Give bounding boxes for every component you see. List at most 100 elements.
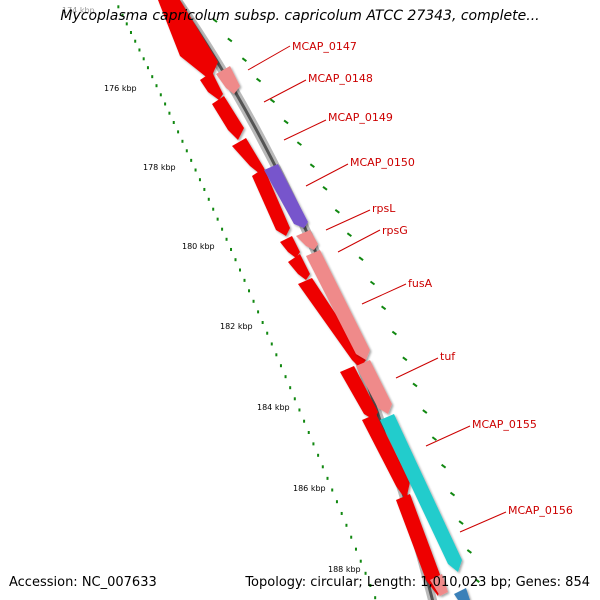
gene-arrow[interactable] — [396, 494, 442, 596]
ruler-dot — [155, 84, 158, 88]
ruler-dot — [340, 511, 343, 515]
ruler-dot — [293, 397, 296, 401]
gene-leader-line — [337, 229, 381, 253]
gene-arrow[interactable] — [356, 360, 392, 414]
gene-label[interactable]: rpsG — [382, 224, 408, 237]
ruler-dot — [257, 310, 260, 314]
gene-label[interactable]: tuf — [440, 350, 456, 363]
ruler-dash — [440, 463, 447, 469]
ruler-dot — [270, 342, 273, 346]
ruler-dot — [303, 419, 306, 423]
ruler-tick-label: 176 kbp — [104, 84, 137, 93]
ruler-dot — [234, 258, 237, 262]
gene-arrow[interactable] — [362, 414, 410, 500]
gene-arrow[interactable] — [216, 66, 240, 94]
gene-leader-line — [263, 79, 307, 103]
gene-arrow[interactable] — [296, 230, 318, 250]
ruler-dot — [134, 39, 137, 43]
gene-label[interactable]: MCAP_0155 — [472, 418, 537, 431]
gene-arrow[interactable] — [430, 574, 448, 596]
ruler-dash — [412, 382, 418, 388]
gene-arrow[interactable] — [288, 254, 310, 280]
ruler-dot — [185, 149, 188, 153]
ruler-dot — [312, 442, 315, 446]
ruler-dash — [296, 141, 302, 146]
ruler-dot — [177, 130, 180, 134]
gene-arrow[interactable] — [212, 96, 244, 140]
ruler-dash — [241, 57, 247, 63]
gene-label[interactable]: MCAP_0148 — [308, 72, 373, 85]
gene-label[interactable]: MCAP_0156 — [508, 504, 573, 517]
ruler-dot — [198, 178, 201, 182]
ruler-dot — [142, 57, 145, 61]
ruler-dot — [129, 31, 132, 34]
ruler-tick-label: 184 kbp — [257, 403, 290, 412]
ruler-dot — [243, 278, 246, 282]
ruler-dash — [309, 163, 315, 169]
ruler-dot — [252, 299, 255, 303]
gene-arrow[interactable] — [158, 0, 218, 80]
gene-label[interactable]: MCAP_0147 — [292, 40, 357, 53]
gene-arrow[interactable] — [232, 138, 264, 174]
ruler-major-ticks — [212, 18, 480, 584]
gene-labels: MCAP_0147 MCAP_0148 MCAP_0149 MCAP_0150 … — [247, 40, 573, 533]
gene-leader-line — [283, 119, 327, 141]
gene-arrow[interactable] — [306, 250, 370, 360]
gene-label[interactable]: MCAP_0149 — [328, 111, 393, 124]
ruler-labels: 174 kbp 176 kbp 178 kbp 180 kbp 182 kbp … — [62, 6, 361, 574]
ruler-tick-label: 186 kbp — [293, 484, 326, 493]
gene-label[interactable]: MCAP_0150 — [350, 156, 415, 169]
ruler-dot — [151, 75, 154, 79]
gene-arrow[interactable] — [264, 164, 308, 228]
gene-leader-line — [325, 209, 371, 231]
ruler-tick-label: 180 kbp — [182, 242, 215, 251]
gene-leader-line — [459, 511, 507, 533]
ruler-dot — [194, 168, 197, 172]
ruler-dot — [261, 321, 264, 324]
ruler-dot — [248, 289, 251, 293]
ruler-dash — [474, 578, 480, 584]
ruler-dash — [431, 436, 437, 441]
ruler-dash — [255, 77, 262, 83]
accession-text: Accession: NC_007633 — [9, 575, 157, 590]
ruler-dash — [358, 256, 364, 261]
ruler-dot — [354, 547, 357, 551]
ruler-dot — [181, 139, 184, 143]
ruler-dot — [159, 93, 162, 97]
ruler-dash — [269, 98, 276, 104]
gene-label[interactable]: fusA — [408, 277, 433, 290]
gene-arrow[interactable] — [280, 236, 300, 258]
ruler-dash — [322, 185, 328, 191]
ruler-dotted-guide — [117, 5, 377, 600]
ruler-dot — [117, 5, 120, 9]
ruler-dot — [164, 102, 167, 106]
ruler-dot — [168, 111, 171, 115]
ruler-dot — [284, 375, 287, 379]
ruler-dot — [279, 364, 282, 368]
ruler-dot — [216, 217, 219, 221]
gene-arrow[interactable] — [454, 588, 470, 600]
ruler-dot — [289, 386, 292, 390]
gene-arrow[interactable] — [252, 168, 290, 236]
ruler-dot — [172, 121, 175, 124]
gene-leader-line — [247, 45, 291, 71]
gene-arrow[interactable] — [200, 72, 223, 100]
gene-leader-line — [305, 163, 349, 187]
ruler-dot — [335, 500, 338, 504]
ruler-dash — [227, 37, 233, 43]
gene-arrow[interactable] — [298, 278, 366, 368]
gene-arrow[interactable] — [380, 414, 462, 572]
ruler-dot — [317, 453, 320, 457]
ruler-dot — [225, 237, 228, 241]
ruler-dot — [239, 268, 241, 272]
gene-label[interactable]: rpsL — [372, 202, 396, 215]
ruler-dot — [146, 66, 149, 70]
ruler-tick-label: 174 kbp — [62, 6, 95, 15]
ruler-dot — [121, 13, 124, 17]
ruler-dot — [298, 408, 301, 412]
ruler-dot — [359, 559, 362, 563]
reverse-strand-genes — [158, 0, 442, 596]
gene-arrow[interactable] — [340, 366, 378, 420]
ruler-dash — [380, 305, 387, 311]
